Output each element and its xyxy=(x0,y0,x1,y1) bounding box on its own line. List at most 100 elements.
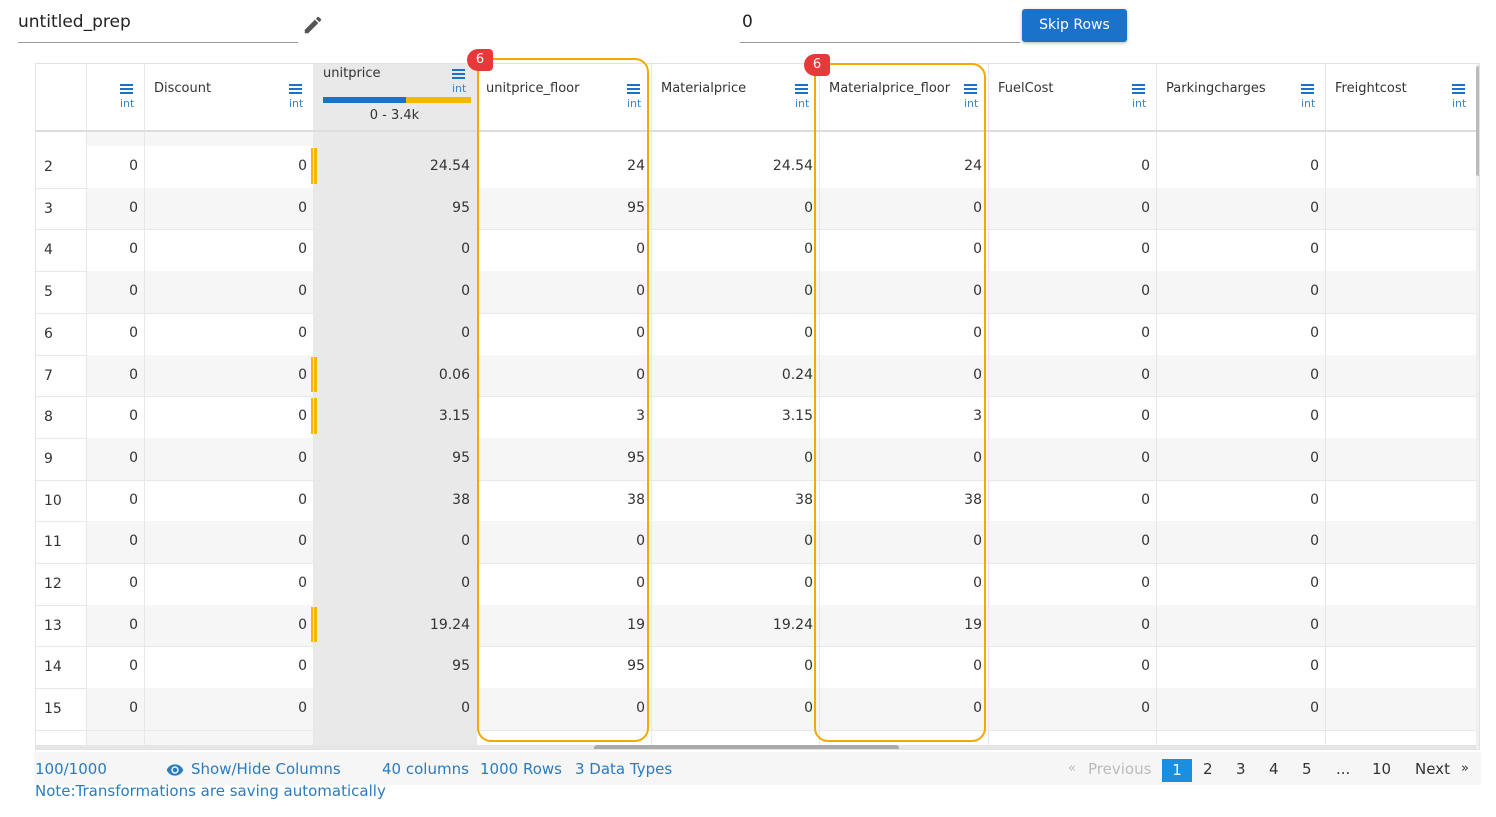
value-bar xyxy=(311,398,317,434)
next-page[interactable]: Next xyxy=(1415,760,1450,778)
cell: 0 xyxy=(298,283,307,300)
menu-icon[interactable] xyxy=(1132,84,1145,86)
cell: 0 xyxy=(1141,199,1150,216)
row-stripe xyxy=(476,354,1476,397)
cell: 0 xyxy=(973,241,982,258)
column-divider xyxy=(1325,64,1326,749)
column-name[interactable]: Materialprice_floor xyxy=(829,81,951,96)
cell: 0 xyxy=(129,575,138,591)
column-divider xyxy=(988,64,989,749)
page-link[interactable]: 2 xyxy=(1203,760,1213,778)
column-name[interactable]: Freightcost xyxy=(1335,81,1407,96)
cell: 0 xyxy=(804,658,813,675)
cell: 0 xyxy=(973,533,982,550)
step-badge: 6 xyxy=(804,54,830,76)
previous-page[interactable]: Previous xyxy=(1088,760,1152,778)
cell: 0 xyxy=(1310,199,1319,216)
cell: 0 xyxy=(636,324,645,341)
row-number: 5 xyxy=(44,284,53,301)
cell: 19.24 xyxy=(429,616,470,633)
row-number: 7 xyxy=(44,367,53,384)
cell: 0 xyxy=(636,241,645,258)
cell: 0 xyxy=(129,199,138,216)
cell: 95 xyxy=(627,199,645,216)
row-number: 8 xyxy=(44,409,53,426)
cell: 0 xyxy=(129,658,138,675)
cell: 0 xyxy=(129,616,138,633)
menu-icon[interactable] xyxy=(1452,84,1465,86)
cell: 0 xyxy=(973,700,982,717)
cell: 0 xyxy=(804,575,813,591)
column-type: int xyxy=(289,97,304,110)
cell: 0 xyxy=(298,366,307,383)
cell: 19 xyxy=(627,616,645,633)
cell: 0 xyxy=(804,199,813,216)
page-link[interactable]: ... xyxy=(1336,760,1351,778)
menu-icon[interactable] xyxy=(627,84,640,86)
row-number: 15 xyxy=(44,701,62,718)
cell: 0 xyxy=(1141,700,1150,717)
column-name[interactable]: FuelCost xyxy=(998,81,1054,96)
column-name[interactable]: unitprice_floor xyxy=(486,81,580,96)
page-link[interactable]: 3 xyxy=(1236,760,1246,778)
menu-icon[interactable] xyxy=(289,84,302,86)
page-link[interactable]: 10 xyxy=(1372,760,1392,778)
header-divider xyxy=(36,130,1476,132)
edit-icon[interactable] xyxy=(302,14,324,36)
eye-icon[interactable] xyxy=(164,761,186,779)
prep-name[interactable]: untitled_prep xyxy=(18,12,131,32)
cell: 0 xyxy=(636,533,645,550)
menu-icon[interactable] xyxy=(1301,84,1314,86)
cell: 0 xyxy=(1141,449,1150,466)
row-number: 10 xyxy=(44,492,62,509)
column-name[interactable]: Parkingcharges xyxy=(1166,81,1266,96)
column-divider xyxy=(476,64,477,749)
skip-rows-button[interactable]: Skip Rows xyxy=(1022,9,1127,42)
skip-input[interactable]: 0 xyxy=(742,12,753,32)
cell: 0 xyxy=(129,324,138,341)
cell: 0 xyxy=(1141,616,1150,633)
cell: 24.54 xyxy=(429,158,470,174)
first-page[interactable]: « xyxy=(1068,761,1076,776)
column-name[interactable]: Discount xyxy=(154,81,212,96)
cell: 3 xyxy=(973,408,982,425)
cell: 95 xyxy=(452,199,470,216)
cell: 0 xyxy=(1310,324,1319,341)
page-link[interactable]: 5 xyxy=(1302,760,1312,778)
cell: 0 xyxy=(973,449,982,466)
cell: 95 xyxy=(452,658,470,675)
show-hide-columns[interactable]: Show/Hide Columns xyxy=(191,760,341,778)
column-name[interactable]: Materialprice xyxy=(661,81,747,96)
cell: 0 xyxy=(129,700,138,717)
rows-count: 1000 Rows xyxy=(480,760,562,778)
column-divider xyxy=(313,64,314,749)
cell: 0 xyxy=(461,700,470,717)
cell: 0 xyxy=(804,324,813,341)
cell: 0 xyxy=(804,700,813,717)
menu-icon[interactable] xyxy=(452,69,465,71)
value-bar xyxy=(311,606,317,643)
menu-icon[interactable] xyxy=(795,84,808,86)
menu-icon[interactable] xyxy=(120,84,133,86)
cell: 0 xyxy=(1141,324,1150,341)
last-page[interactable]: » xyxy=(1461,761,1469,776)
cell: 0 xyxy=(298,158,307,174)
cell: 24.54 xyxy=(772,158,813,174)
scrollbar-thumb[interactable] xyxy=(1476,66,1479,176)
h-scrollbar-thumb[interactable] xyxy=(594,745,899,749)
cell: 0 xyxy=(636,575,645,591)
cell: 0 xyxy=(1310,616,1319,633)
cell: 95 xyxy=(627,449,645,466)
column-type: int xyxy=(1301,97,1316,110)
row-divider xyxy=(36,229,1476,231)
column-name[interactable]: unitprice xyxy=(323,66,381,81)
column-type: int xyxy=(1452,97,1467,110)
cell: 0.24 xyxy=(781,366,813,383)
cell: 0 xyxy=(298,700,307,717)
skip-underline xyxy=(740,42,1020,43)
page-link[interactable]: 1 xyxy=(1162,759,1192,782)
row-stripe xyxy=(86,187,313,230)
cell: 0 xyxy=(1310,700,1319,717)
menu-icon[interactable] xyxy=(964,84,977,86)
page-link[interactable]: 4 xyxy=(1269,760,1279,778)
